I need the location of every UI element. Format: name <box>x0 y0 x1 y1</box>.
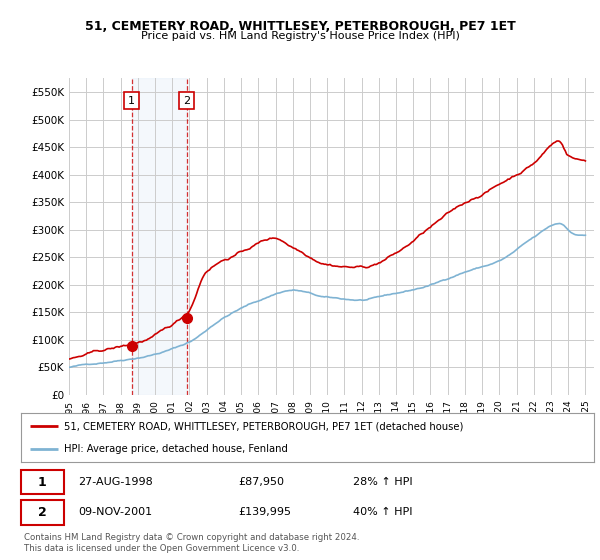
Text: 27-AUG-1998: 27-AUG-1998 <box>79 477 153 487</box>
FancyBboxPatch shape <box>21 470 64 494</box>
Text: 40% ↑ HPI: 40% ↑ HPI <box>353 507 413 517</box>
Text: 1: 1 <box>128 96 136 105</box>
Text: £139,995: £139,995 <box>239 507 292 517</box>
Text: 2: 2 <box>184 96 190 105</box>
Text: 09-NOV-2001: 09-NOV-2001 <box>79 507 152 517</box>
Text: HPI: Average price, detached house, Fenland: HPI: Average price, detached house, Fenl… <box>64 444 288 454</box>
Text: £87,950: £87,950 <box>239 477 285 487</box>
Text: 28% ↑ HPI: 28% ↑ HPI <box>353 477 413 487</box>
Text: 2: 2 <box>38 506 47 519</box>
FancyBboxPatch shape <box>21 500 64 525</box>
Text: 51, CEMETERY ROAD, WHITTLESEY, PETERBOROUGH, PE7 1ET: 51, CEMETERY ROAD, WHITTLESEY, PETERBORO… <box>85 20 515 32</box>
Text: Price paid vs. HM Land Registry's House Price Index (HPI): Price paid vs. HM Land Registry's House … <box>140 31 460 41</box>
Text: 51, CEMETERY ROAD, WHITTLESEY, PETERBOROUGH, PE7 1ET (detached house): 51, CEMETERY ROAD, WHITTLESEY, PETERBORO… <box>64 421 463 431</box>
Text: Contains HM Land Registry data © Crown copyright and database right 2024.
This d: Contains HM Land Registry data © Crown c… <box>24 533 359 553</box>
Bar <box>132 78 187 395</box>
Text: 1: 1 <box>38 475 47 489</box>
